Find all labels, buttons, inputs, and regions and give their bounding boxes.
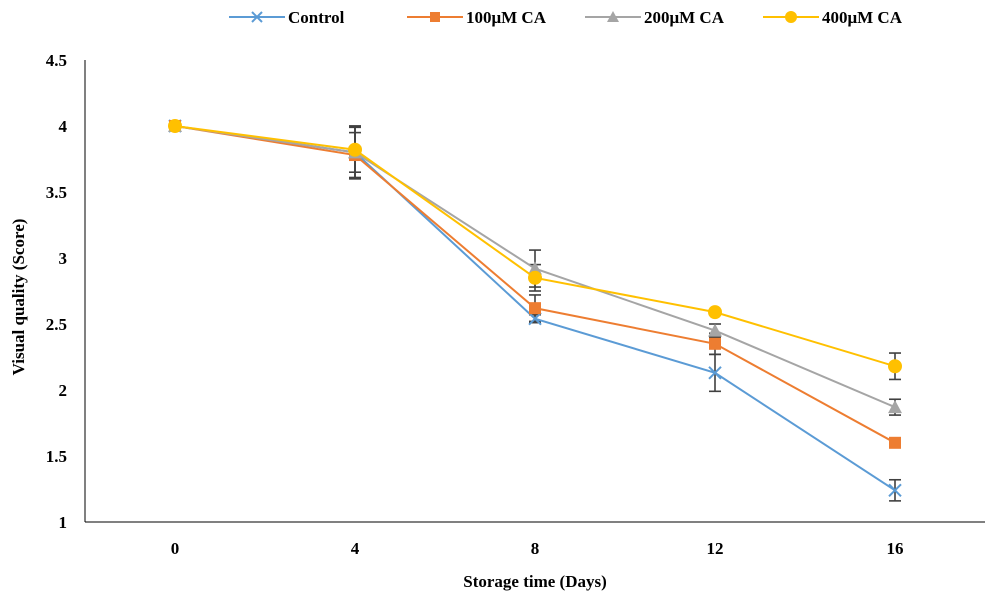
y-tick-label: 2.5 xyxy=(46,315,67,334)
marker-square xyxy=(889,436,901,449)
data-point xyxy=(528,312,542,326)
legend-item: Control xyxy=(229,8,345,27)
data-point xyxy=(708,305,722,320)
marker-square xyxy=(709,337,721,350)
marker-circle xyxy=(785,11,797,23)
marker-triangle xyxy=(888,400,902,414)
y-tick-labels: 1 1.5 2 2.5 3 3.5 4 4.5 xyxy=(46,51,68,532)
x-tick-label: 8 xyxy=(531,539,540,558)
y-tick-label: 1.5 xyxy=(46,447,67,466)
marker-square xyxy=(430,12,440,22)
y-tick-label: 2 xyxy=(59,381,68,400)
marker-x xyxy=(708,366,722,380)
series-layer xyxy=(168,119,902,502)
marker-circle xyxy=(348,142,362,157)
axes xyxy=(84,60,985,523)
y-axis-title: Visual quality (Score) xyxy=(9,219,28,376)
data-point xyxy=(168,119,182,133)
data-point xyxy=(888,483,902,498)
data-point xyxy=(709,337,721,350)
marker-square xyxy=(529,302,541,315)
legend: Control 100μM CA 200μM CA 400μM CA xyxy=(229,8,903,27)
marker-circle xyxy=(888,359,902,374)
marker-x xyxy=(251,11,263,23)
legend-label: 100μM CA xyxy=(466,8,547,27)
x-tick-label: 4 xyxy=(351,539,360,558)
y-tick-label: 3.5 xyxy=(46,183,67,202)
marker-triangle xyxy=(528,261,542,275)
y-tick-label: 3 xyxy=(59,249,68,268)
y-tick-label: 4 xyxy=(59,117,68,136)
data-point xyxy=(708,323,722,337)
x-tick-label: 0 xyxy=(171,539,180,558)
data-point xyxy=(888,400,902,414)
data-point xyxy=(888,359,902,374)
legend-label: Control xyxy=(288,8,345,27)
legend-label: 200μM CA xyxy=(644,8,725,27)
marker-triangle xyxy=(607,11,619,22)
y-tick-label: 4.5 xyxy=(46,51,67,70)
series-3 xyxy=(168,119,902,374)
x-axis-title: Storage time (Days) xyxy=(463,572,607,591)
marker-circle xyxy=(708,305,722,320)
marker-x xyxy=(888,483,902,498)
marker-triangle xyxy=(708,323,722,337)
legend-item: 100μM CA xyxy=(407,8,547,27)
legend-item: 400μM CA xyxy=(763,8,903,27)
y-tick-label: 1 xyxy=(59,513,68,532)
marker-circle xyxy=(168,119,182,133)
legend-label: 400μM CA xyxy=(822,8,903,27)
data-point xyxy=(528,261,542,275)
data-point xyxy=(708,366,722,380)
data-point xyxy=(528,270,542,285)
series-2 xyxy=(168,119,902,414)
legend-item: 200μM CA xyxy=(585,8,725,27)
x-tick-label: 12 xyxy=(707,539,724,558)
x-tick-labels: 0 4 8 12 16 xyxy=(171,539,904,558)
data-point xyxy=(889,436,901,449)
error-bars xyxy=(349,125,901,502)
series-line xyxy=(174,125,896,368)
marker-x xyxy=(528,312,542,326)
x-tick-label: 16 xyxy=(887,539,904,558)
data-point xyxy=(529,302,541,315)
data-point xyxy=(348,142,362,157)
marker-circle xyxy=(528,270,542,285)
